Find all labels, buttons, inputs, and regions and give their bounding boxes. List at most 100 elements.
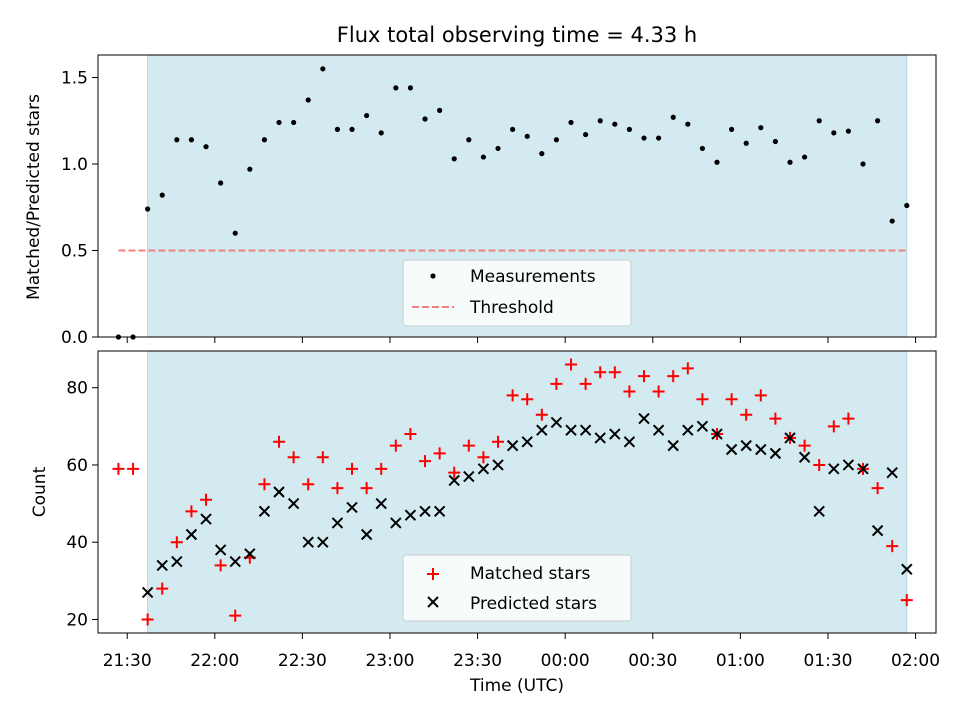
x-tick-label: 23:00 xyxy=(365,651,414,671)
measurement-point xyxy=(641,135,647,141)
measurement-point xyxy=(174,137,180,143)
predicted-star-point xyxy=(798,451,811,463)
measurement-point xyxy=(188,137,195,143)
matched-star-point xyxy=(200,493,213,506)
measurement-point xyxy=(626,126,633,132)
measurement-point xyxy=(159,192,165,198)
predicted-star-point xyxy=(200,513,212,525)
matched-star-point xyxy=(725,393,738,406)
legend-matched-marker xyxy=(427,568,439,580)
matched-star-point xyxy=(652,385,665,398)
measurement-point xyxy=(787,159,793,165)
measurement-point xyxy=(860,161,866,167)
predicted-star-point xyxy=(652,424,665,436)
matched-star-point xyxy=(550,377,563,390)
predicted-star-point xyxy=(302,536,314,548)
matched-star-point xyxy=(141,613,154,626)
matched-star-point xyxy=(360,482,373,495)
predicted-star-point xyxy=(492,459,504,471)
matched-star-point xyxy=(623,385,636,398)
predicted-star-point xyxy=(171,555,183,568)
predicted-star-point xyxy=(346,501,358,514)
predicted-star-point xyxy=(404,509,417,521)
matched-star-point xyxy=(886,540,899,553)
top-y-axis-label: Matched/Predicted stars xyxy=(24,94,44,300)
top-legend: Measurements Threshold xyxy=(402,259,632,327)
top-axes-frame xyxy=(97,54,937,338)
predicted-star-point xyxy=(784,432,796,444)
measurement-point xyxy=(743,140,749,146)
matched-star-point xyxy=(798,439,811,452)
matched-star-point xyxy=(404,428,417,441)
measurement-point xyxy=(524,133,530,139)
x-axis-label: Time (UTC) xyxy=(469,676,564,696)
measurement-point xyxy=(845,128,852,134)
matched-star-point xyxy=(594,366,607,379)
measurement-point xyxy=(393,85,399,91)
measurement-point xyxy=(203,144,209,150)
predicted-star-point xyxy=(857,463,869,475)
measurement-point xyxy=(218,180,224,186)
measurement-point xyxy=(145,206,151,212)
measurement-point xyxy=(349,126,355,132)
legend-predicted-label: Predicted stars xyxy=(470,594,597,614)
predicted-star-point xyxy=(375,497,387,510)
measurement-point xyxy=(714,159,720,165)
measurement-point xyxy=(831,130,837,136)
predicted-star-point xyxy=(258,505,271,518)
matched-star-point xyxy=(302,478,315,491)
measurement-point xyxy=(437,107,443,113)
predicted-star-point xyxy=(244,548,256,560)
matched-star-point xyxy=(375,462,388,475)
predicted-star-point xyxy=(185,528,198,541)
measurement-point xyxy=(320,66,326,72)
predicted-star-point xyxy=(755,443,767,456)
matched-star-point xyxy=(170,536,183,549)
legend-predicted-marker xyxy=(427,596,439,608)
measurement-point xyxy=(729,126,735,132)
matched-star-point xyxy=(316,451,329,464)
measurement-point xyxy=(334,126,341,132)
top-y-tick-label: 1.0 xyxy=(61,155,88,175)
matched-star-point xyxy=(740,408,753,421)
predicted-star-point xyxy=(419,505,431,518)
measurement-point xyxy=(422,116,428,122)
matched-star-point xyxy=(287,451,300,464)
matched-star-point xyxy=(156,582,169,595)
measurement-point xyxy=(889,218,895,224)
predicted-star-point xyxy=(579,424,592,436)
predicted-star-point xyxy=(448,474,460,487)
measurement-point xyxy=(451,156,457,162)
measurement-point xyxy=(904,202,910,209)
predicted-star-points xyxy=(141,412,913,599)
predicted-star-point xyxy=(696,420,709,433)
measurement-point xyxy=(539,151,545,157)
matched-star-point xyxy=(331,482,344,495)
matched-star-point xyxy=(273,435,286,448)
measurement-point xyxy=(685,121,691,127)
bottom-y-axis-label: Count xyxy=(30,466,50,517)
predicted-star-point xyxy=(360,528,373,541)
bottom-y-tick-label: 20 xyxy=(66,610,88,630)
measurement-point xyxy=(758,125,764,131)
measurement-point xyxy=(568,119,574,126)
measurement-point xyxy=(305,97,311,103)
top-legend-box xyxy=(402,259,632,327)
predicted-star-point xyxy=(871,524,884,537)
matched-star-point xyxy=(419,455,432,468)
matched-star-point xyxy=(565,358,578,371)
matched-star-point xyxy=(521,393,534,406)
predicted-star-point xyxy=(156,559,168,572)
measurement-point xyxy=(480,154,487,160)
matched-star-point xyxy=(900,594,913,607)
x-tick-label: 01:00 xyxy=(716,651,765,671)
bottom-axes-frame xyxy=(97,350,937,634)
matched-star-point xyxy=(389,439,402,452)
predicted-star-point xyxy=(740,439,752,452)
bottom-y-ticks: 20 40 60 80 xyxy=(66,379,98,630)
matched-star-point xyxy=(667,370,680,383)
predicted-star-point xyxy=(565,424,577,436)
measurement-point xyxy=(495,145,501,152)
legend-threshold-label: Threshold xyxy=(469,298,554,318)
measurement-point xyxy=(875,118,881,124)
